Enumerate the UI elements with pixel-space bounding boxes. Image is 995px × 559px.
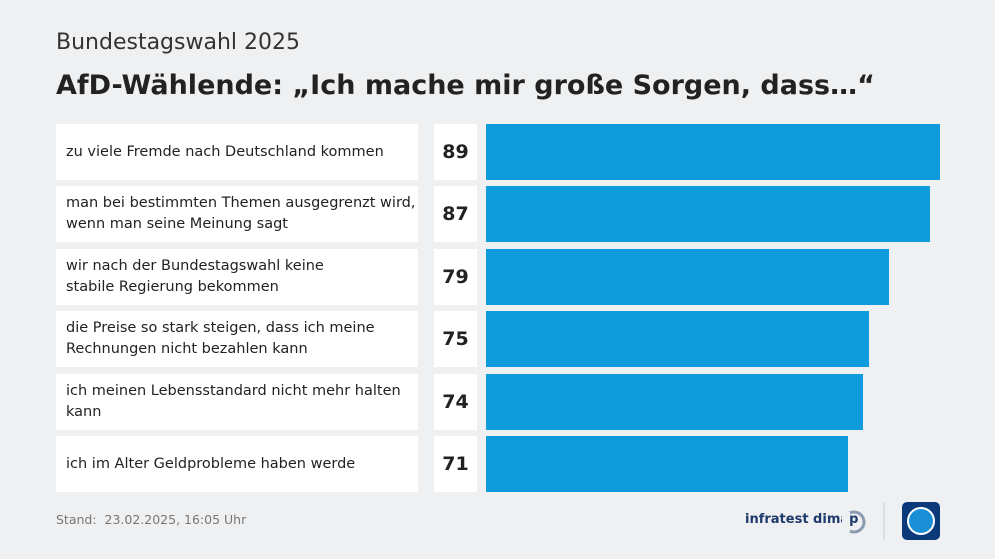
category-label: ich im Alter Geldprobleme haben werde <box>56 436 418 492</box>
category-label: man bei bestimmten Themen ausgegrenzt wi… <box>56 186 418 243</box>
bar <box>486 373 864 430</box>
supertitle: Bundestagswahl 2025 <box>56 30 300 55</box>
bar <box>486 124 940 180</box>
tagesschau-globe <box>907 507 935 535</box>
dimap-logo-cut <box>842 512 850 532</box>
footnote: Stand: 23.02.2025, 16:05 Uhr <box>56 512 247 527</box>
logos <box>842 502 940 540</box>
value-label: 87 <box>434 186 477 243</box>
value-label: 74 <box>434 373 477 430</box>
bar <box>486 186 930 243</box>
category-label: zu viele Fremde nach Deutschland kommen <box>56 124 418 180</box>
value-label: 79 <box>434 248 477 305</box>
bar <box>486 436 849 492</box>
value-label: 75 <box>434 311 477 368</box>
value-label: 89 <box>434 124 477 180</box>
source: infratest dimap <box>745 512 859 527</box>
category-label: ich meinen Lebensstandard nicht mehr hal… <box>56 373 418 430</box>
category-label: wir nach der Bundestagswahl keine stabil… <box>56 248 418 305</box>
category-label: die Preise so stark steigen, dass ich me… <box>56 311 418 368</box>
chart-title: AfD-Wählende: „Ich mache mir große Sorge… <box>56 70 875 101</box>
bar <box>486 248 889 305</box>
value-label: 71 <box>434 436 477 492</box>
bar <box>486 311 869 368</box>
